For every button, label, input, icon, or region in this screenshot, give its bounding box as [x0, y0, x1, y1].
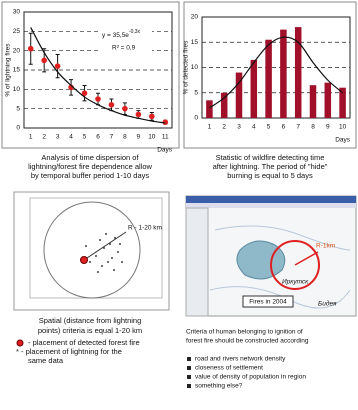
caption: forest fire should be constructed accord…: [186, 338, 309, 345]
caption: Statistic of wildfire detecting time: [216, 153, 325, 162]
bar: [280, 30, 287, 118]
x-axis-title: Days: [335, 137, 351, 144]
x-tick-label: 5: [83, 134, 87, 141]
point: [149, 114, 155, 120]
map-radius: R-1km: [316, 243, 335, 250]
bar: [265, 40, 272, 118]
page: Analysis of time dispersion of lightning…: [0, 0, 358, 405]
radius-label: R - 1-20 km: [128, 225, 162, 232]
x-tick-label: 4: [252, 124, 256, 131]
page-canvas: Analysis of time dispersion of lightning…: [0, 0, 358, 405]
caption: by temporal buffer period 1-10 days: [31, 171, 150, 180]
y-tick-label: 10: [191, 64, 199, 71]
x-tick-label: 6: [96, 134, 100, 141]
point: [122, 106, 128, 112]
x-tick-label: 1: [29, 134, 33, 141]
equation-exponent: -0,3x: [129, 29, 141, 35]
spatial-illustration: [14, 192, 169, 310]
chart-frame: [2, 2, 179, 148]
y-tick-label: 5: [16, 105, 20, 112]
y-axis-title: % of detected fires: [183, 40, 190, 95]
point: [28, 46, 34, 52]
x-tick-label: 7: [110, 134, 114, 141]
bullet: road and rivers network density: [195, 356, 286, 363]
trend-line: [209, 37, 342, 108]
y-tick-label: 0: [194, 115, 198, 122]
caption: Criteria of human belonging to ignition …: [186, 329, 303, 336]
point: [55, 63, 61, 69]
map-city: Иркутск: [282, 279, 309, 286]
x-tick-label: 11: [162, 134, 169, 141]
point: [41, 58, 47, 64]
legend-text: - placement of detected forest fire: [28, 338, 140, 347]
y-tick-label: 0: [16, 125, 20, 132]
point: [136, 112, 142, 118]
point: [109, 102, 115, 108]
r-squared: R² = 0,9: [112, 45, 136, 52]
x-tick-label: 4: [69, 134, 73, 141]
bar: [325, 83, 332, 118]
x-tick-label: 7: [296, 124, 300, 131]
x-tick-label: 3: [237, 124, 241, 131]
bar: [251, 60, 258, 118]
caption: points) criteria is equal 1-20 km: [38, 326, 142, 335]
x-tick-label: 10: [148, 134, 156, 141]
x-tick-label: 10: [339, 124, 347, 131]
x-axis-title: Days: [157, 147, 173, 154]
map-box-label: Fires in 2004: [249, 299, 287, 306]
legend-icon: [17, 340, 23, 346]
y-tick-label: 10: [13, 86, 21, 93]
x-tick-label: 9: [137, 134, 141, 141]
legend-text: same data: [28, 356, 64, 365]
caption: Spatial (distance from lightning: [39, 316, 142, 325]
bullet: closeness of settlement: [195, 365, 263, 372]
point: [95, 96, 101, 102]
x-tick-label: 9: [326, 124, 330, 131]
bullet: something else?: [195, 383, 243, 390]
y-tick-label: 15: [191, 39, 199, 46]
x-tick-label: 1: [208, 124, 212, 131]
equation-base: y = 35,5e: [102, 32, 129, 39]
y-tick-label: 5: [194, 89, 198, 96]
caption: after lightning. The period of "hide": [213, 162, 328, 171]
bullet: value of density of population in region: [195, 374, 306, 381]
y-axis-title: % of lightning fires: [5, 43, 12, 97]
x-tick-label: 6: [282, 124, 286, 131]
x-tick-label: 5: [267, 124, 271, 131]
legend-text: * - placement of lightning for the: [16, 347, 122, 356]
x-tick-label: 8: [311, 124, 315, 131]
y-tick-label: 20: [13, 47, 21, 54]
y-tick-label: 20: [191, 14, 199, 21]
bar: [310, 85, 317, 118]
caption: Analysis of time dispersion of: [41, 153, 139, 162]
x-tick-label: 8: [123, 134, 127, 141]
bar: [206, 100, 213, 118]
y-tick-label: 30: [13, 9, 21, 16]
y-tick-label: 25: [13, 28, 21, 35]
caption: burning is equal to 5 days: [227, 171, 313, 180]
bullet-list: [187, 357, 191, 388]
map-town: Бидея: [318, 300, 337, 308]
y-tick-label: 15: [13, 67, 21, 74]
caption: lightning/forest fire dependence allow: [28, 162, 152, 171]
x-tick-label: 2: [42, 134, 46, 141]
x-tick-label: 3: [56, 134, 60, 141]
x-tick-label: 2: [222, 124, 226, 131]
